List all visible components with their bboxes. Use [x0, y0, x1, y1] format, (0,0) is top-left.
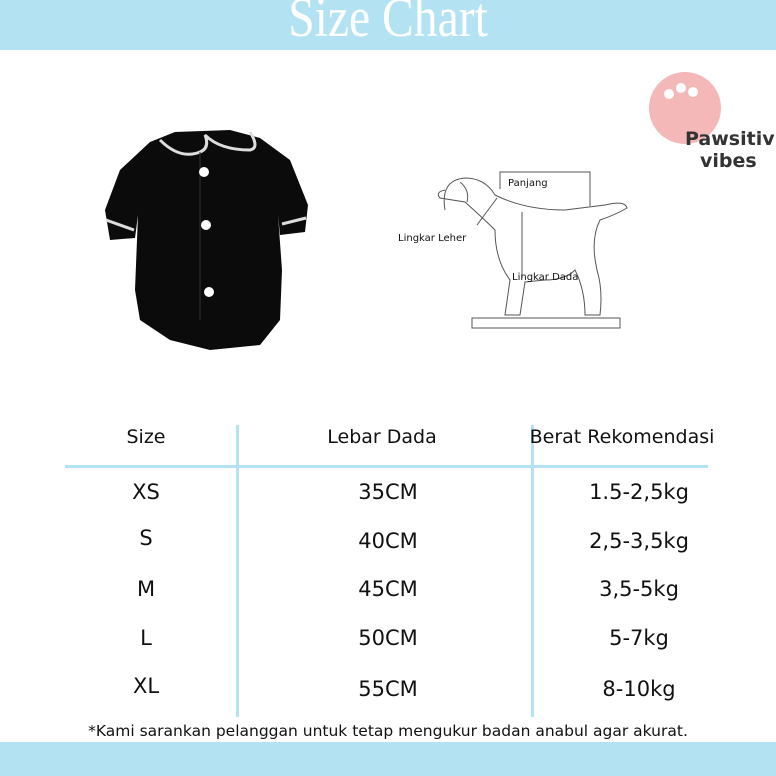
- size-cell: XS: [132, 480, 160, 504]
- label-chest: Lingkar Dada: [512, 272, 579, 283]
- chest-cell: 55CM: [358, 677, 418, 701]
- column-header-recommended-weight: Berat Rekomendasi: [529, 426, 715, 448]
- table-divider-1: [236, 425, 239, 717]
- chest-cell: 40CM: [358, 529, 418, 553]
- weight-cell: 5-7kg: [609, 626, 669, 650]
- header-band: [0, 0, 776, 50]
- footnote: *Kami sarankan pelanggan untuk tetap men…: [88, 722, 688, 740]
- size-cell: L: [140, 626, 152, 650]
- size-cell: M: [136, 577, 156, 601]
- size-cell: S: [139, 526, 153, 550]
- svg-text:Pawsitive: Pawsitive: [685, 128, 775, 150]
- table-header-divider: [65, 465, 708, 468]
- column-header-chest-width: Lebar Dada: [327, 426, 437, 448]
- size-cell: XL: [132, 674, 160, 698]
- pajama-shirt-image: [105, 130, 308, 350]
- table-divider-2: [531, 425, 534, 717]
- weight-cell: 8-10kg: [602, 677, 676, 701]
- label-length: Panjang: [508, 178, 548, 189]
- weight-cell: 3,5-5kg: [599, 577, 679, 601]
- svg-text:vibes: vibes: [700, 150, 757, 172]
- weight-cell: 2,5-3,5kg: [589, 529, 689, 553]
- column-header-size: Size: [126, 426, 166, 448]
- chest-cell: 50CM: [358, 626, 418, 650]
- footer-band: [0, 742, 776, 776]
- weight-cell: 1.5-2,5kg: [589, 480, 689, 504]
- label-neck: Lingkar Leher: [398, 233, 467, 244]
- chest-cell: 45CM: [358, 577, 418, 601]
- page-title: Size Chart: [288, 0, 488, 49]
- chest-cell: 35CM: [358, 480, 418, 504]
- dog-measurement-diagram: [437, 171, 628, 329]
- pawsitive-vibes-logo: Pawsitive vibes: [649, 72, 775, 172]
